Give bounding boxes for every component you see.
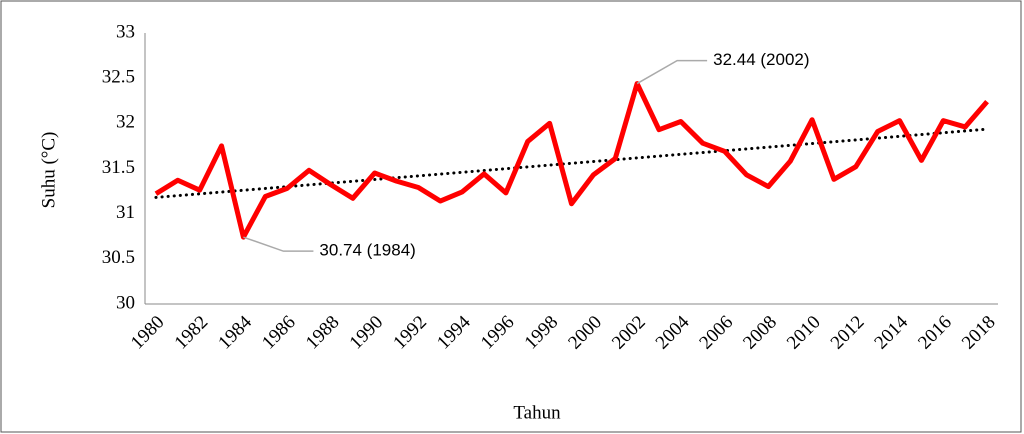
y-tick-label: 33 [116,21,135,42]
y-tick-label: 31.5 [102,157,135,178]
data-line [154,81,989,240]
annotation: 30.74 (1984) [319,241,415,260]
annotation: 32.44 (2002) [713,50,809,69]
trendline [154,127,989,199]
y-tick-label: 31 [116,202,135,223]
y-tick-label: 32 [116,112,135,133]
y-tick-label: 30 [116,292,135,313]
y-axis-label: Suhu (°C) [38,132,59,209]
annotation-leader [636,59,708,85]
annotation-leader [243,236,314,252]
x-axis-label: Tahun [513,402,561,423]
y-tick-label: 30.5 [102,247,135,268]
y-tick-label: 32.5 [102,67,135,88]
